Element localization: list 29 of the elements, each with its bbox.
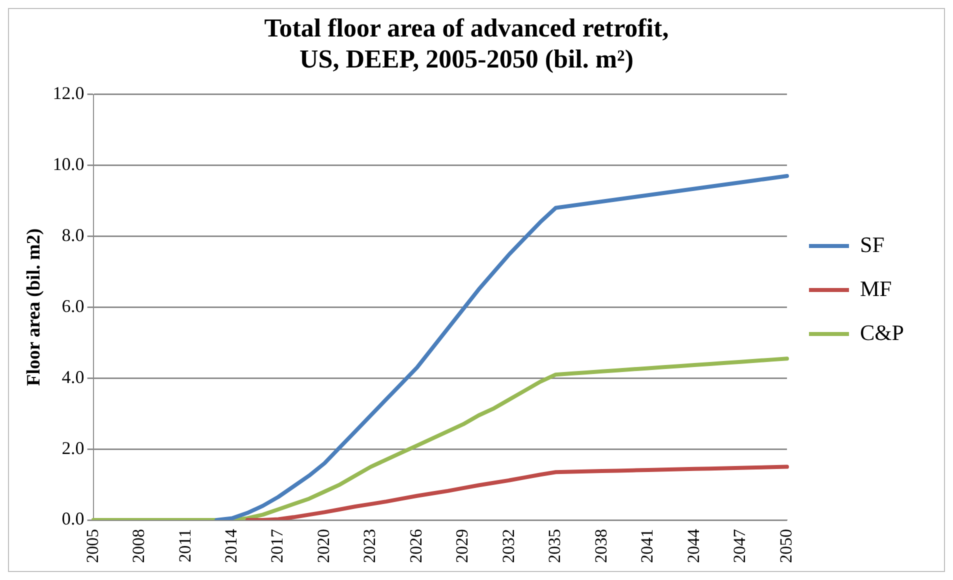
x-tick-label: 2014 — [222, 528, 241, 563]
x-tick-label: 2029 — [452, 529, 472, 563]
x-tick-label: 2026 — [406, 529, 426, 563]
legend-label: C&P — [860, 320, 904, 345]
x-tick-label: 2005 — [82, 529, 102, 563]
x-tick-label: 2050 — [776, 529, 796, 563]
text: Total floor area of advanced retrofit, — [264, 13, 669, 42]
text: US, DEEP, 2005-2050 (bil. m²) — [299, 44, 634, 74]
y-axis-title: Floor area (bil. m2) — [23, 228, 44, 386]
y-tick-label: 0.0 — [62, 508, 84, 529]
x-tick-label: 2044 — [684, 528, 703, 563]
y-tick-label: 2.0 — [62, 438, 84, 458]
x-tick-label: 2017 — [268, 528, 287, 563]
x-tick-label: 2032 — [498, 529, 518, 563]
legend-label: SF — [860, 232, 884, 257]
x-tick-label: 2041 — [638, 529, 657, 563]
x-tick-label: 2011 — [175, 529, 194, 562]
legend-label: MF — [860, 276, 892, 301]
x-tick-label: 2023 — [360, 529, 380, 563]
x-tick-label: 2035 — [545, 529, 564, 563]
y-tick-label: 10.0 — [52, 154, 84, 174]
y-tick-label: 12.0 — [52, 83, 84, 104]
x-tick-label: 2020 — [314, 529, 333, 563]
x-tick-label: 2047 — [730, 528, 750, 563]
x-tick-label: 2038 — [591, 529, 610, 563]
y-tick-label: 4.0 — [62, 366, 84, 387]
x-tick-label: 2008 — [129, 529, 148, 563]
y-tick-label: 6.0 — [62, 296, 84, 316]
y-tick-label: 8.0 — [62, 225, 84, 245]
